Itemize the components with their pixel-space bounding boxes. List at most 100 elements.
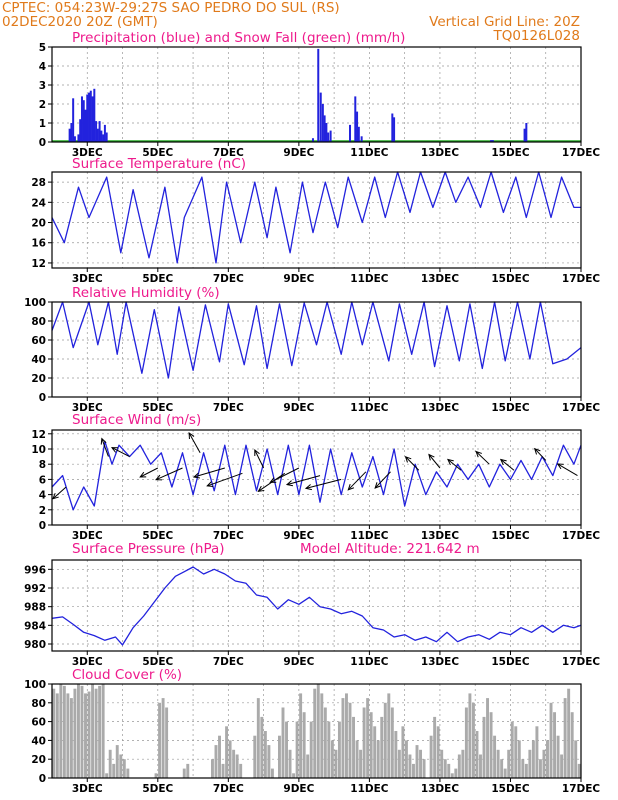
wind-arrow <box>428 454 441 469</box>
panel-frame <box>51 683 582 779</box>
y-tick-label: 20 <box>31 218 46 230</box>
y-tick-label: 1 <box>39 118 46 130</box>
y-tick-label: 100 <box>24 679 46 691</box>
precip-bar <box>88 92 91 142</box>
y-tick-label: 40 <box>31 735 46 747</box>
header-grid-note: Vertical Grid Line: 20Z <box>429 14 580 30</box>
cloud-bar <box>158 702 162 778</box>
cloud-bar <box>80 685 84 778</box>
precip-bar <box>80 96 83 142</box>
x-tick-label: 3DEC <box>72 656 103 668</box>
cloud-bar <box>574 740 578 778</box>
precip-bar <box>356 111 359 142</box>
cloud-bar <box>211 759 214 778</box>
cloud-bar <box>263 731 267 778</box>
cloud-bar <box>235 754 239 778</box>
wind-arrow-head <box>139 471 147 478</box>
y-tick-label: 10 <box>31 444 46 456</box>
cloud-bar <box>454 768 458 778</box>
cloud-bar <box>531 740 535 778</box>
y-tick-label: 60 <box>31 717 46 729</box>
precip-bar <box>103 124 106 142</box>
cloud-bar <box>73 688 77 778</box>
precip-bar <box>102 134 105 142</box>
cloud-bar <box>69 698 73 778</box>
cloud-bar <box>337 721 341 778</box>
wind-arrow <box>500 459 515 471</box>
cloud-bar <box>468 693 472 778</box>
series-line <box>51 171 581 264</box>
cloud-bar <box>55 693 59 778</box>
y-tick-label: 996 <box>24 564 46 576</box>
wind-arrow <box>305 478 342 489</box>
y-tick-label: 984 <box>24 620 46 632</box>
x-tick-label: 3DEC <box>72 147 103 159</box>
cloud-bar <box>285 721 288 778</box>
cloud-bar <box>98 685 102 778</box>
cloud-bar <box>288 749 292 778</box>
wind-arrow <box>111 447 130 458</box>
chart-panel-1: Surface Temperature (nC) 12 16 20 24 28 3DEC 5D… <box>31 156 600 285</box>
x-tick-label: 3DEC <box>72 783 103 795</box>
cloud-bar <box>503 768 507 778</box>
cloud-bar <box>122 759 126 778</box>
cloud-bar <box>397 749 401 778</box>
x-tick-label: 9DEC <box>283 783 314 795</box>
y-tick-label: 980 <box>24 639 46 651</box>
y-tick-label: 20 <box>31 373 46 385</box>
x-tick-label: 15DEC <box>491 402 530 414</box>
x-tick-label: 17DEC <box>562 273 601 285</box>
wind-arrow <box>405 456 420 471</box>
cloud-bar <box>556 735 560 778</box>
cloud-bar <box>471 702 475 778</box>
cloud-bar <box>87 691 91 778</box>
cloud-bar <box>415 745 419 778</box>
cloud-bar <box>348 702 352 778</box>
panel-title: Surface Pressure (hPa) <box>72 541 225 557</box>
precip-bar <box>98 121 101 142</box>
precip-bar <box>105 132 108 142</box>
x-tick-label: 13DEC <box>421 273 460 285</box>
cloud-bar <box>408 754 412 778</box>
panel-annotation: Model Altitude: 221.642 m <box>300 541 480 557</box>
cloud-bar <box>323 707 327 778</box>
precip-bar <box>329 130 332 142</box>
cloud-bar <box>510 721 514 778</box>
cloud-bar <box>422 759 426 778</box>
y-tick-label: 28 <box>31 177 46 189</box>
wind-arrow-head <box>374 482 381 489</box>
x-tick-label: 7DEC <box>213 273 244 285</box>
cloud-bar <box>429 735 433 778</box>
series-line <box>51 566 582 646</box>
panel-frame <box>51 559 582 652</box>
wind-arrow-head <box>206 481 214 488</box>
wind-arrow-head <box>257 485 265 492</box>
panel-frame <box>51 171 582 269</box>
x-tick-label: 11DEC <box>350 783 389 795</box>
wind-arrow <box>155 467 183 481</box>
cloud-bar <box>362 707 366 778</box>
cloud-bar <box>567 688 571 778</box>
cloud-bar <box>433 716 437 778</box>
precip-bar <box>70 123 73 142</box>
precip-bar <box>360 136 363 142</box>
cloud-bar <box>401 726 405 778</box>
y-tick-label: 80 <box>31 316 46 328</box>
cloud-bar <box>450 773 454 778</box>
cloud-bar <box>270 768 274 778</box>
precip-bar <box>354 96 357 142</box>
cloud-bar <box>320 693 324 778</box>
cloud-bar <box>313 688 317 778</box>
precip-bar <box>86 94 89 142</box>
precip-bar <box>79 119 82 142</box>
precip-bar <box>82 100 85 142</box>
cloud-bar <box>475 731 479 778</box>
chart-panel-4: Surface Pressure (hPa) Model Altitude: 22… <box>24 541 600 668</box>
precip-bar <box>490 140 493 142</box>
cloud-bar <box>316 684 320 778</box>
cloud-bar <box>355 740 359 778</box>
cloud-bar <box>225 726 229 778</box>
wind-arrow-head <box>192 472 201 479</box>
x-tick-label: 9DEC <box>283 147 314 159</box>
cloud-bar <box>380 716 384 778</box>
